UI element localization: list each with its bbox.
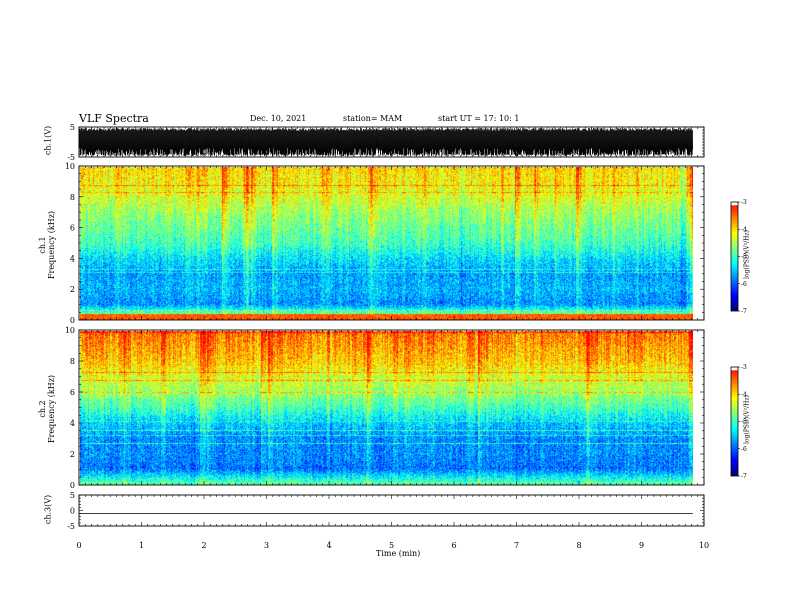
figure-title: VLF Spectra [79,112,149,125]
colorbar2-tick-label: -5 [741,419,747,426]
colorbar1-gradient [731,202,738,311]
colorbar2-tick-label: -7 [741,473,747,480]
ch1-spectrogram-image [80,167,693,320]
ch2-spectrogram-ytick-label: 8 [70,357,75,366]
xtick-label: 9 [639,541,644,550]
colorbar1-label: log(PSD)(V²/Hz) [743,230,751,279]
ch1-spectrogram-ytick-label: 10 [65,162,75,171]
xtick-label: 2 [201,541,206,550]
ch1-spectrogram-ytick-label: 2 [70,285,75,294]
colorbar2-tick-label: -6 [741,446,747,453]
xtick-label: 10 [699,541,709,550]
xtick-label: 7 [514,541,519,550]
ch1-waveform-trace [78,127,694,157]
station-label: station= MAM [343,114,403,123]
ch1-waveform-ytick-label: 5 [70,123,75,132]
ch1-spectrogram-ytick-label: 6 [70,224,75,233]
colorbar1-tick-label: -4 [741,226,747,233]
xtick-label: 0 [76,541,81,550]
ch2-spectrogram-ytick-label: 2 [70,450,75,459]
x-axis-label: Time (min) [376,549,421,558]
ch1-spectrogram-ytick-label: 8 [70,193,75,202]
xtick-label: 3 [264,541,269,550]
ch3-waveform-ylabel: ch.3(V) [43,494,53,525]
ch1-waveform-ylabel: ch.1(V) [43,125,53,156]
colorbar1-tick-label: -5 [741,254,747,261]
xtick-label: 8 [576,541,581,550]
colorbar1-tick-label: -3 [741,199,747,206]
xtick-label: 6 [451,541,456,550]
ch2-spectrogram-ylabel: ch.2 Frequency (kHz) [38,374,56,444]
waveform-layer [78,127,694,514]
colorbar2-tick-label: -4 [741,391,747,398]
ch2-spectrogram-ytick-label: 10 [65,326,75,335]
ch1-spectrogram-ytick-label: 0 [70,316,75,325]
colorbar2-tick-label: -3 [741,364,747,371]
ch3-waveform-ytick-label: 5 [70,491,75,500]
date-label: Dec. 10, 2021 [250,114,307,123]
ch2-spectrogram-ytick-label: 6 [70,388,75,397]
colorbar1-tick-label: -7 [741,308,747,315]
ch1-waveform-ytick-label: -5 [67,153,75,162]
colorbar1-tick-label: -6 [741,281,747,288]
ch3-waveform-ytick-label: 0 [70,507,75,516]
xtick-label: 5 [389,541,394,550]
ch2-spectrogram-ytick-label: 4 [70,419,75,428]
colorbar2-gradient [731,367,738,476]
ch3-waveform-frame [78,494,705,527]
axes-layer [78,126,740,527]
spectrogram-images [80,167,738,485]
ch2-spectrogram-image [80,331,693,485]
ch3-waveform-ytick-label: -5 [67,522,75,531]
xtick-label: 1 [139,541,144,550]
tick-labels-layer: -7-6-5-4-3-7-6-5-4-3-5502468100246810-50… [65,123,747,550]
ch1-spectrogram-ytick-label: 4 [70,254,75,263]
ch1-spectrogram-ylabel: ch.1 Frequency (kHz) [38,210,56,280]
colorbar2-label: log(PSD)(V²/Hz) [743,395,751,444]
ch2-spectrogram-ytick-label: 0 [70,481,75,490]
xtick-label: 4 [326,541,331,550]
start-time-label: start UT = 17: 10: 1 [438,114,520,123]
